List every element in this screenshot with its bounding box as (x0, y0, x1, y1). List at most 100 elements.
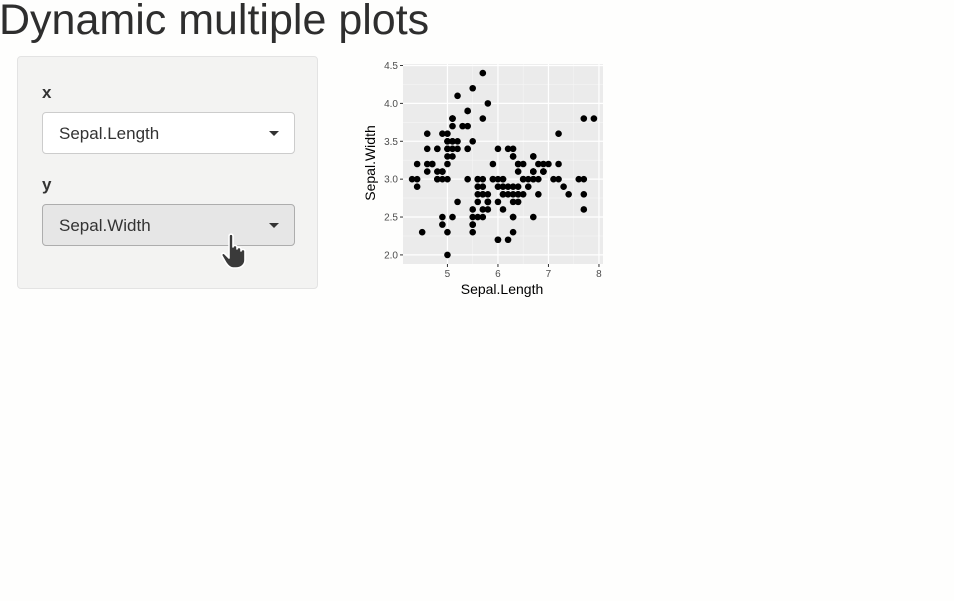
data-point (449, 137, 456, 145)
data-point (423, 168, 431, 175)
y-label: y (42, 175, 52, 194)
data-point (535, 160, 542, 168)
data-point (479, 115, 487, 122)
x-select-value: Sepal.Length (59, 124, 160, 143)
data-point (423, 160, 431, 168)
x-select[interactable]: Sepal.Length (42, 112, 295, 154)
data-point (454, 92, 461, 100)
data-point (530, 213, 537, 221)
data-point (434, 175, 441, 183)
data-point (519, 191, 527, 198)
data-point (484, 100, 492, 107)
data-point (479, 191, 487, 198)
data-point (524, 175, 532, 183)
y-select-value: Sepal.Width (59, 216, 151, 235)
data-point (469, 221, 476, 228)
data-point (509, 198, 517, 206)
data-point (479, 69, 487, 77)
data-point (464, 107, 471, 115)
chevron-down-icon (269, 223, 279, 228)
data-point (540, 160, 547, 168)
y-axis-label: Sepal.Width (362, 125, 378, 200)
data-point (444, 145, 451, 153)
data-point (555, 130, 562, 137)
data-point (423, 145, 431, 153)
data-point (590, 115, 598, 122)
data-point (504, 145, 512, 153)
data-point (499, 191, 507, 198)
data-point (484, 198, 492, 206)
data-point (454, 145, 461, 153)
data-point (479, 183, 487, 191)
data-point (444, 130, 451, 137)
data-point (509, 183, 517, 191)
y-tick-label: 4.0 (384, 99, 398, 110)
data-point (439, 130, 446, 137)
y-tick-label: 2.5 (384, 213, 398, 224)
y-select[interactable]: Sepal.Width (42, 204, 295, 246)
data-point (499, 175, 507, 183)
data-point (489, 160, 497, 168)
data-point (474, 191, 482, 198)
data-point (530, 168, 537, 175)
data-point (509, 191, 517, 198)
chevron-down-icon (269, 131, 279, 136)
data-point (464, 145, 471, 153)
data-point (535, 175, 542, 183)
x-tick-label: 8 (596, 269, 602, 280)
x-axis-label: Sepal.Length (461, 281, 544, 297)
y-tick-label: 4.5 (384, 61, 398, 72)
x-tick-label: 7 (546, 269, 552, 280)
data-point (439, 221, 446, 228)
data-point (484, 191, 492, 198)
data-point (474, 183, 482, 191)
data-point (418, 228, 426, 236)
data-point (479, 206, 487, 213)
data-point (449, 153, 456, 160)
data-point (444, 228, 451, 236)
page-title: Dynamic multiple plots (0, 0, 430, 44)
data-point (519, 160, 527, 168)
y-tick-label: 3.5 (384, 137, 398, 148)
data-point (428, 160, 436, 168)
data-point (555, 160, 562, 168)
data-point (504, 236, 512, 244)
data-point (484, 206, 492, 213)
data-point (413, 175, 421, 183)
data-point (550, 175, 557, 183)
data-point (464, 122, 471, 130)
data-point (449, 115, 456, 122)
data-point (474, 198, 482, 206)
data-point (449, 122, 456, 130)
data-point (580, 191, 588, 198)
data-point (474, 175, 482, 183)
data-point (413, 160, 421, 168)
x-tick-label: 6 (495, 269, 501, 280)
data-point (454, 137, 461, 145)
y-tick-label: 3.0 (384, 175, 398, 186)
data-point (449, 213, 456, 221)
data-point (499, 206, 507, 213)
data-point (423, 130, 431, 137)
data-point (469, 206, 476, 213)
data-point (439, 168, 446, 175)
data-point (439, 175, 446, 183)
data-point (514, 183, 522, 191)
data-point (580, 115, 588, 122)
data-point (545, 160, 552, 168)
data-point (514, 191, 522, 198)
data-point (519, 175, 527, 183)
data-point (509, 153, 517, 160)
data-point (464, 175, 471, 183)
data-point (469, 84, 476, 92)
data-point (580, 175, 588, 183)
data-point (514, 168, 522, 175)
data-point (524, 183, 532, 191)
data-point (514, 198, 522, 206)
data-point (469, 213, 476, 221)
data-point (449, 145, 456, 153)
data-point (459, 122, 466, 130)
data-point (434, 168, 441, 175)
data-point (444, 175, 451, 183)
x-label: x (42, 83, 52, 102)
